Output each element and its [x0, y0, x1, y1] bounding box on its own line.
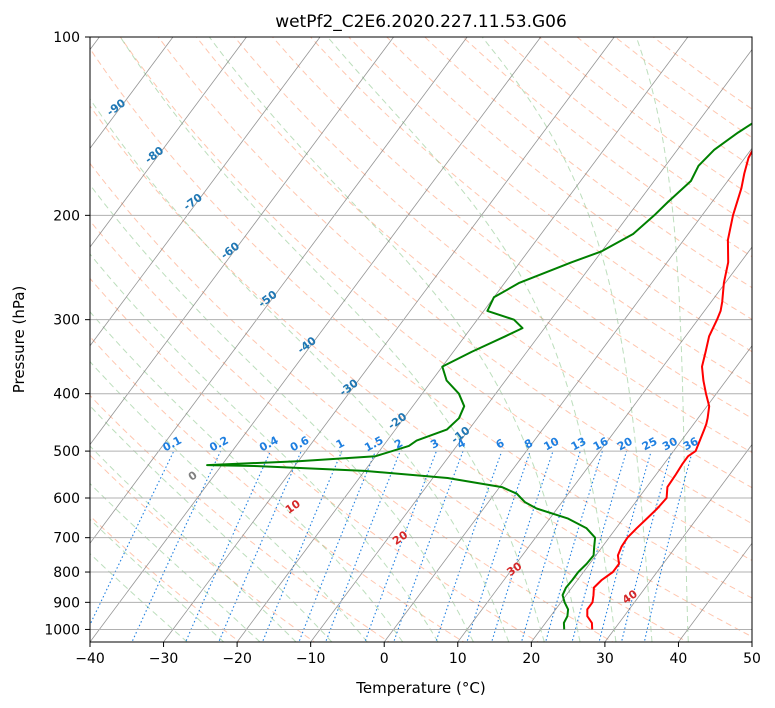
isotherm-line — [90, 37, 247, 248]
mixing-ratio-line — [393, 450, 464, 642]
mixing-ratio-label: 13 — [569, 435, 589, 454]
y-tick-label: 200 — [53, 208, 80, 224]
moist-adiabat — [90, 97, 510, 642]
isotherm-line — [90, 37, 542, 642]
profile-series — [206, 122, 752, 630]
y-tick-label: 700 — [53, 531, 80, 547]
moist-adiabat — [90, 360, 368, 642]
isotherm-line — [310, 48, 752, 642]
x-tick-label: −40 — [75, 651, 105, 667]
mixing-ratio-line — [298, 450, 377, 642]
x-tick-label: −30 — [149, 651, 179, 667]
dry-adiabat — [386, 37, 752, 321]
mixing-ratio-line — [325, 450, 401, 642]
x-axis: −40 −30 −20 −10 0 10 20 30 40 50 — [75, 642, 761, 667]
mixing-ratio-line — [520, 450, 581, 642]
x-tick-label: 40 — [670, 651, 688, 667]
x-tick-label: −10 — [296, 651, 326, 667]
y-tick-label: 600 — [53, 491, 80, 507]
mixing-ratio-label: 10 — [542, 435, 562, 454]
x-tick-label: 0 — [380, 651, 389, 667]
profile-line — [206, 122, 752, 630]
moist-adiabat — [119, 37, 545, 642]
x-tick-label: 20 — [522, 651, 540, 667]
x-tick-label: −20 — [222, 651, 252, 667]
isotherm-line — [90, 37, 321, 347]
moist-adiabat — [90, 405, 333, 642]
dry-adiabat — [90, 277, 540, 642]
dry-adiabat — [196, 37, 752, 489]
x-tick-label: 10 — [449, 651, 467, 667]
background-lines — [90, 37, 752, 642]
plot-frame — [89, 36, 753, 643]
mixing-ratio-line — [491, 450, 554, 642]
mixing-ratio-label: 16 — [591, 435, 611, 454]
y-tick-label: 400 — [53, 387, 80, 403]
y-axis-label: Pressure (hPa) — [10, 286, 28, 394]
mixing-ratio-line — [621, 450, 673, 642]
dry-adiabat — [272, 37, 752, 419]
moist-adiabat — [90, 482, 261, 642]
dry-adiabat — [424, 37, 752, 289]
isotherm-line — [383, 147, 752, 642]
moist-adiabat — [635, 37, 689, 642]
y-axis: 1000 900 800 700 600 500 400 300 200 100 — [44, 30, 90, 638]
mixing-ratio-label: 25 — [640, 435, 660, 454]
dry-adiabat — [234, 37, 752, 454]
x-tick-label: 50 — [743, 651, 761, 667]
isotherm-line — [531, 345, 752, 642]
y-tick-label: 300 — [53, 313, 80, 329]
moist-adiabat — [481, 37, 653, 642]
y-tick-label: 100 — [53, 30, 80, 46]
isotherm-line — [236, 37, 689, 642]
moist-adiabat — [90, 311, 404, 642]
isotherm-line — [457, 246, 752, 642]
y-tick-label: 900 — [53, 595, 80, 611]
mixing-ratio-label: 20 — [615, 435, 635, 454]
mixing-ratio-line — [545, 450, 603, 642]
x-axis-label: Temperature (°C) — [355, 679, 485, 697]
mixing-ratio-label: 30 — [660, 435, 680, 454]
y-tick-label: 1000 — [44, 622, 80, 638]
x-tick-label: 30 — [596, 651, 614, 667]
mixing-ratio-line — [643, 450, 693, 642]
mixing-ratio-line — [571, 450, 628, 642]
isotherm-line — [90, 37, 468, 544]
mixing-ratio-label: 36 — [681, 435, 701, 454]
isotherm-line — [163, 37, 615, 642]
moist-adiabat — [208, 37, 581, 642]
grid-lines — [90, 37, 752, 642]
mixing-ratio-line — [435, 450, 503, 642]
isotherm-line — [604, 443, 752, 642]
y-tick-label: 800 — [53, 565, 80, 581]
mixing-ratio-line — [364, 450, 437, 642]
profile-line — [586, 149, 752, 630]
isotherm-line — [90, 37, 394, 446]
chart-title: wetPf2_C2E6.2020.227.11.53.G06 — [275, 12, 567, 32]
mixing-ratio-line — [598, 450, 652, 642]
moist-adiabat — [90, 183, 474, 642]
isotherm-line — [90, 37, 174, 150]
y-tick-label: 500 — [53, 444, 80, 460]
